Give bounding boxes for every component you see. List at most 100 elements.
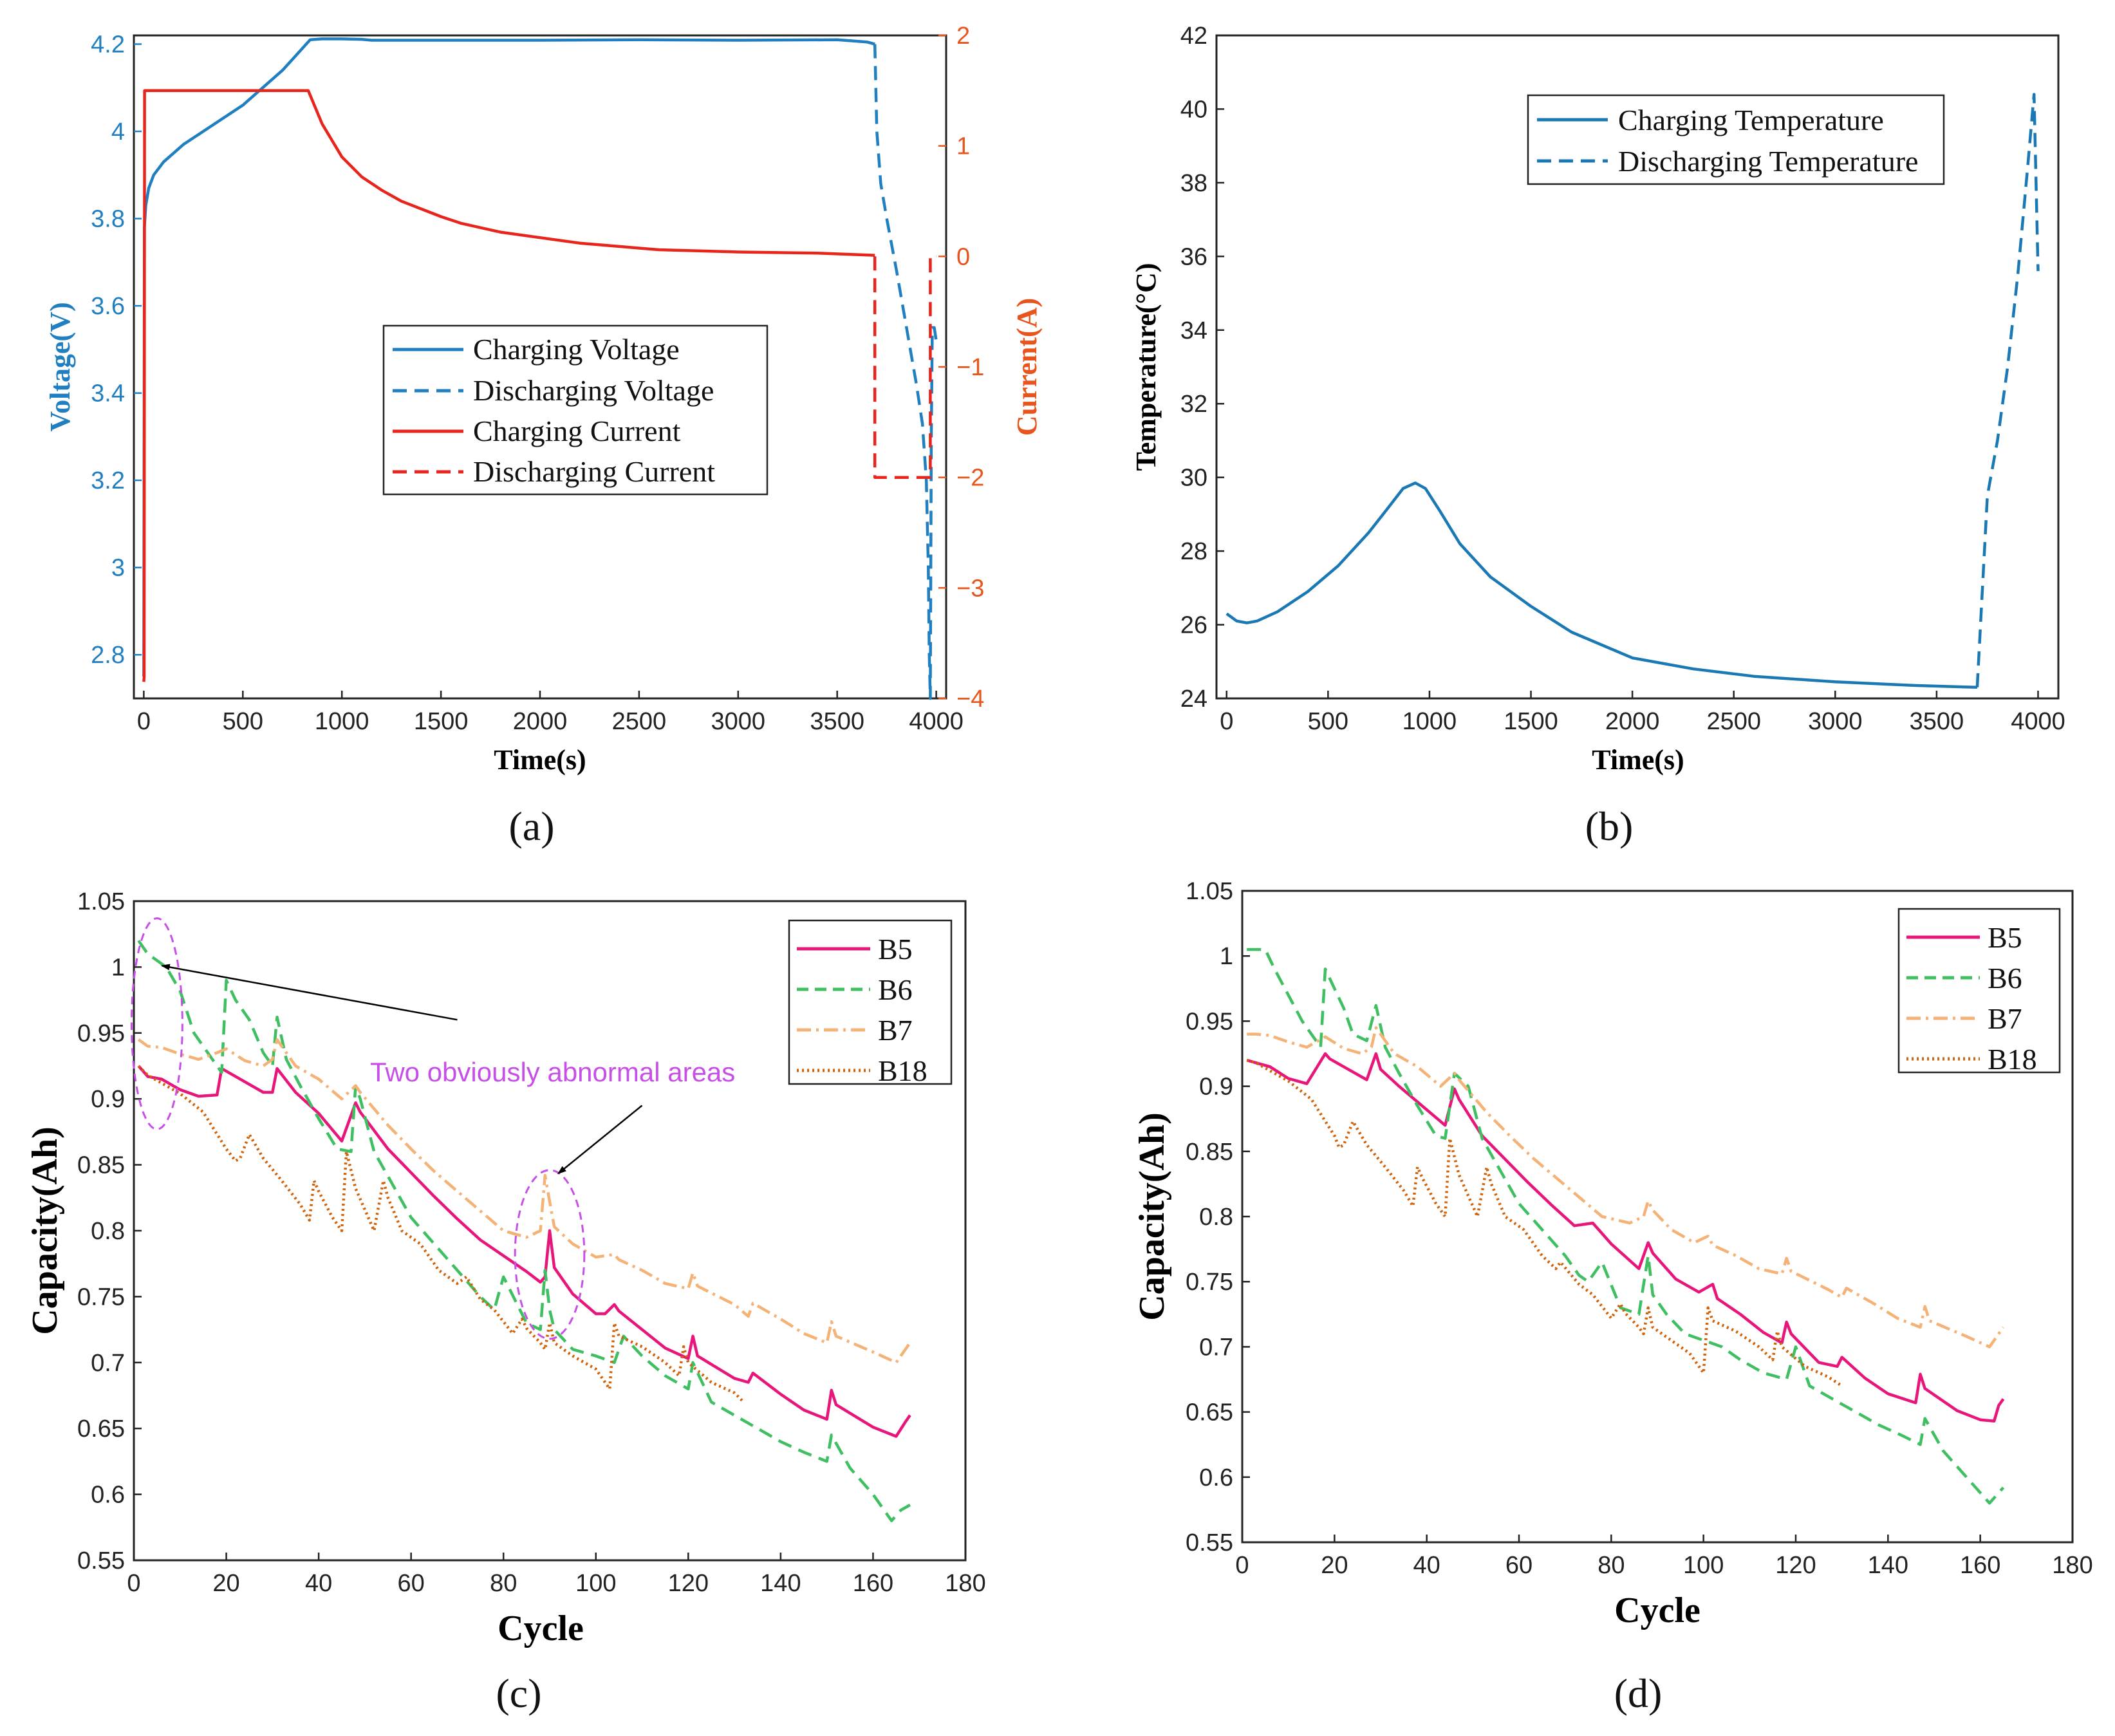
y-tick-label: 1 — [956, 133, 970, 160]
y-tick-label: 0.7 — [1199, 1334, 1233, 1361]
legend-c-B18: B18 — [878, 1054, 927, 1087]
panel-a-y-ticks: 2.8 3 3.2 3.4 3.6 3.8 4 4.2 — [91, 32, 142, 669]
x-tick-label: 4000 — [2011, 708, 2065, 735]
y-tick-label: 0.6 — [91, 1482, 125, 1509]
y-tick-label: 38 — [1180, 170, 1207, 197]
series-line-b18 — [137, 1065, 745, 1403]
panel-a-x-ticks: 0 500 1000 1500 2000 2500 3000 3500 4000 — [137, 691, 964, 735]
legend-discharging-current: Discharging Current — [473, 455, 715, 488]
panel-b-x-ticks: 0 500 1000 1500 2000 2500 3000 3500 4000 — [1220, 691, 2065, 735]
y-tick-label: 0.9 — [91, 1086, 125, 1113]
series-line-discharging-voltage — [873, 44, 938, 700]
panel-b-series — [1225, 93, 2040, 689]
legend-c-B7: B7 — [878, 1014, 913, 1047]
x-tick-label: 500 — [223, 708, 263, 735]
x-tick-label: 180 — [2052, 1552, 2092, 1579]
y-tick-label: 0.75 — [77, 1283, 125, 1311]
panel-a-legend-box — [382, 324, 769, 496]
panel-b-xlabel: Time(s) — [1592, 744, 1684, 776]
x-tick-label: 1500 — [414, 708, 469, 735]
x-tick-label: 2500 — [1706, 708, 1761, 735]
x-tick-label: 500 — [1308, 708, 1348, 735]
y-tick-label: 0.9 — [1199, 1074, 1233, 1101]
panel-b-legend-box — [1527, 94, 1945, 185]
x-tick-label: 140 — [1868, 1552, 1908, 1579]
x-tick-label: 3500 — [810, 708, 864, 735]
y-tick-label: 4 — [111, 118, 125, 145]
panel-c-annotations — [130, 917, 643, 1340]
y-tick-label: 42 — [1180, 23, 1207, 50]
x-tick-label: 100 — [575, 1570, 616, 1597]
y-tick-label: 3.4 — [91, 380, 125, 407]
x-tick-label: 80 — [490, 1570, 517, 1597]
series-line-b5 — [1246, 1052, 2005, 1423]
x-tick-label: 1000 — [315, 708, 369, 735]
panel-a-legend: Charging Voltage Discharging Voltage Cha… — [382, 324, 769, 496]
x-tick-label: 3000 — [1808, 708, 1863, 735]
x-tick-label: 100 — [1683, 1552, 1724, 1579]
y-tick-label: 3.6 — [91, 293, 125, 320]
x-tick-label: 0 — [1220, 708, 1233, 735]
y-tick-label: 0.85 — [1186, 1139, 1233, 1166]
y-tick-label: 0.65 — [1186, 1399, 1233, 1426]
series-line-charging-voltage — [142, 37, 875, 677]
y-tick-label: −3 — [956, 575, 984, 602]
panel-b-legend: Charging Temperature Discharging Tempera… — [1527, 94, 1945, 185]
y-tick-label: 0.7 — [91, 1350, 125, 1377]
x-tick-label: 0 — [127, 1570, 140, 1597]
panel-b-plot-frame — [1215, 34, 2060, 700]
abnormal-area-ellipse — [514, 1169, 586, 1340]
y-tick-label: 1 — [111, 954, 125, 981]
y-tick-label: 1.05 — [77, 888, 125, 915]
y-tick-label: 24 — [1180, 686, 1207, 713]
x-tick-label: 2500 — [612, 708, 667, 735]
x-tick-label: 20 — [1321, 1552, 1348, 1579]
panel-b-y-ticks: 24 26 28 30 32 34 36 38 40 42 — [1180, 23, 1224, 713]
x-tick-label: 120 — [668, 1570, 709, 1597]
y-tick-label: 0.75 — [1186, 1269, 1233, 1296]
legend-d-B5: B5 — [1988, 921, 2022, 954]
panel-d-ylabel: Capacity(Ah) — [1132, 1112, 1172, 1321]
y-tick-label: 0 — [956, 243, 970, 270]
y-tick-label: 30 — [1180, 465, 1207, 492]
x-tick-label: 20 — [212, 1570, 239, 1597]
panel-a-xlabel: Time(s) — [494, 744, 586, 776]
y-tick-label: −4 — [956, 686, 984, 713]
legend-discharging-voltage: Discharging Voltage — [473, 374, 714, 407]
x-tick-label: 180 — [945, 1570, 985, 1597]
x-tick-label: 0 — [137, 708, 151, 735]
panel-c-legend: B5 B6 B7 B18 — [788, 919, 953, 1087]
panel-c-capacity: 0 20 40 60 80 100 120 140 160 180 0.550.60.650.70… — [25, 888, 986, 1716]
x-tick-label: 160 — [853, 1570, 893, 1597]
legend-charging-current: Charging Current — [473, 415, 681, 447]
series-line-b6 — [1247, 947, 2005, 1505]
annotation-arrow — [557, 1105, 643, 1175]
x-tick-label: 60 — [1505, 1552, 1533, 1579]
series-line-discharging-current — [873, 255, 936, 479]
panel-a-label: (a) — [508, 803, 554, 849]
panel-c-ylabel: Capacity(Ah) — [25, 1126, 65, 1335]
x-tick-label: 60 — [398, 1570, 425, 1597]
series-line-discharging-temperature — [1975, 93, 2040, 687]
y-tick-label: 26 — [1180, 612, 1207, 639]
series-line-b7 — [137, 1038, 911, 1365]
panel-c-x-ticks: 0 20 40 60 80 100 120 140 160 180 — [127, 1553, 986, 1597]
series-line-charging-current — [142, 89, 875, 682]
legend-c-B5: B5 — [878, 933, 913, 966]
x-tick-label: 140 — [760, 1570, 801, 1597]
y-tick-label: 3.8 — [91, 206, 125, 233]
x-tick-label: 0 — [1235, 1552, 1249, 1579]
x-tick-label: 120 — [1775, 1552, 1816, 1579]
x-tick-label: 1500 — [1504, 708, 1558, 735]
x-tick-label: 3000 — [711, 708, 766, 735]
panel-d-y-ticks: 0.55 0.6 0.65 0.7 0.75 0.8 0.85 0.9 0.95 1 1.05 — [1186, 878, 1250, 1556]
panel-b-ylabel: Temperature(°C) — [1130, 263, 1162, 471]
y-tick-label: 0.95 — [1186, 1008, 1233, 1035]
y-tick-label: 0.85 — [77, 1152, 125, 1179]
series-line-b5 — [137, 1065, 911, 1438]
panel-c-series — [137, 940, 911, 1522]
x-tick-label: 40 — [305, 1570, 332, 1597]
y-tick-label: 34 — [1180, 317, 1207, 344]
y-tick-label: 0.8 — [1199, 1204, 1233, 1231]
x-tick-label: 160 — [1960, 1552, 2000, 1579]
